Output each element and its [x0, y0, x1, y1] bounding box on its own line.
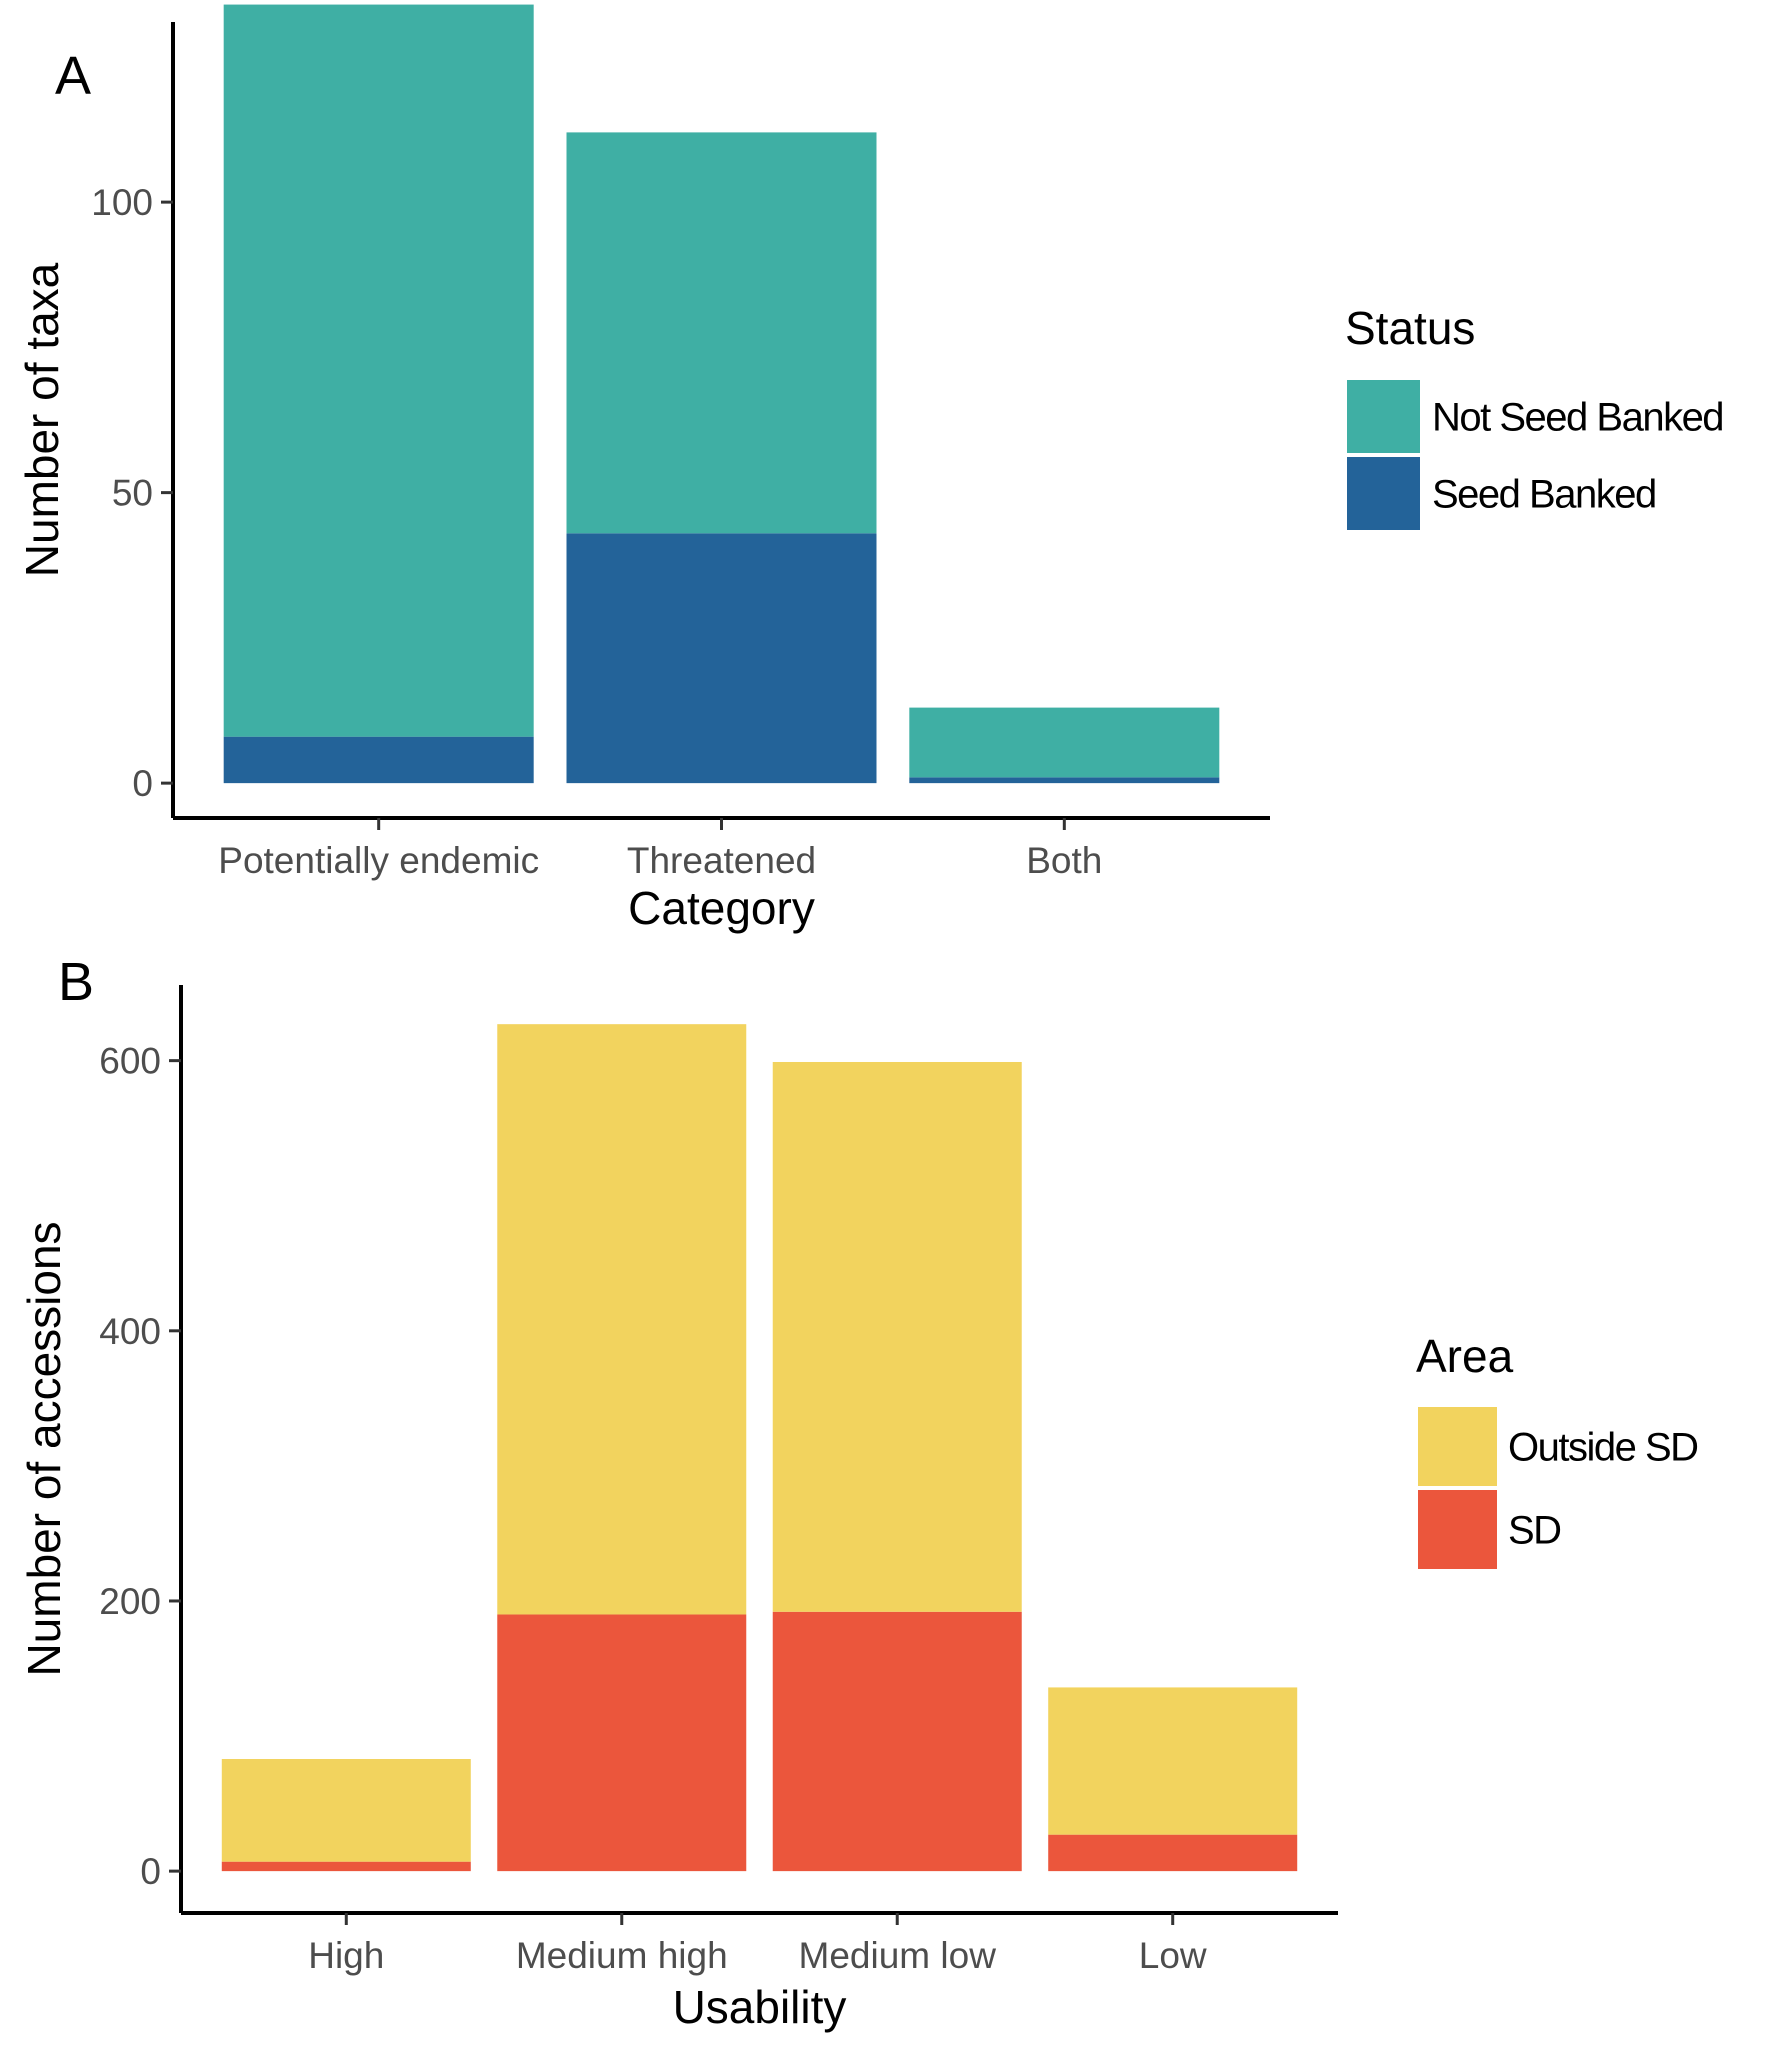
panel-b-letter: B — [58, 952, 94, 1012]
panel-a-y-axis-title: Number of taxa — [16, 262, 68, 577]
panel-a-legend-label-not-seed-banked: Not Seed Banked — [1432, 396, 1723, 440]
panel-b-x-tick-label-medium-low: Medium low — [799, 1935, 997, 1976]
panel-b-bar-medium-low-sd — [772, 1611, 1022, 1872]
panel-a-legend-title: Status — [1345, 302, 1475, 354]
panel-b-bar-high-sd — [221, 1861, 471, 1872]
panel-a-letter: A — [55, 46, 91, 106]
panel-b-legend-title: Area — [1416, 1330, 1514, 1382]
panel-b-y-tick-label-200: 200 — [99, 1581, 161, 1622]
panel-b-bar-high-outside-sd — [221, 1759, 471, 1862]
panel-b-bar-low-sd — [1048, 1834, 1298, 1872]
panel-a-y-tick-label-50: 50 — [112, 473, 153, 514]
panel-b-legend-label-sd: SD — [1508, 1509, 1561, 1553]
panel-a-bar-potentially-endemic-seed-banked — [223, 736, 534, 784]
panel-a-legend-swatch-not-seed-banked — [1347, 380, 1420, 453]
panel-a-bar-threatened-seed-banked — [566, 533, 877, 784]
panel-b-y-tick-label-400: 400 — [99, 1311, 161, 1352]
panel-a-legend-swatch-seed-banked — [1347, 457, 1420, 530]
panel-b-y-tick-label-0: 0 — [140, 1851, 161, 1892]
panel-a-x-tick-label-threatened: Threatened — [627, 840, 816, 881]
panel-b-chart: B 0 200 400 600 High Medium high Medium low Low U… — [18, 952, 1699, 2033]
panel-a-chart: A 0 50 100 Potentially endemic Threatened Both… — [16, 4, 1725, 934]
panel-a-legend: Status Not Seed Banked Seed Banked — [1345, 302, 1725, 530]
panel-b-y-axis-title: Number of accessions — [18, 1221, 70, 1676]
panel-b-bar-medium-low-outside-sd — [772, 1061, 1022, 1612]
panel-b-bar-medium-high-sd — [497, 1614, 747, 1872]
panel-a-x-axis-title: Category — [628, 882, 815, 934]
panel-a-x-tick-label-both: Both — [1026, 840, 1102, 881]
panel-a-y-tick-label-0: 0 — [132, 763, 153, 804]
panel-b-x-tick-label-low: Low — [1139, 1935, 1207, 1976]
panel-b-legend-swatch-outside-sd — [1418, 1407, 1497, 1486]
panel-b-x-tick-label-high: High — [308, 1935, 384, 1976]
panel-b-y-tick-label-600: 600 — [99, 1041, 161, 1082]
panel-b-x-tick-label-medium-high: Medium high — [516, 1935, 728, 1976]
panel-a-bar-potentially-endemic-not-seed-banked — [223, 4, 534, 737]
panel-a-legend-label-seed-banked: Seed Banked — [1432, 473, 1656, 517]
panel-a-y-tick-label-100: 100 — [91, 182, 153, 223]
panel-b-legend-swatch-sd — [1418, 1490, 1497, 1569]
panel-a-bar-both-not-seed-banked — [909, 707, 1220, 778]
panel-a-bar-threatened-not-seed-banked — [566, 132, 877, 534]
panel-a-bar-both-seed-banked — [909, 777, 1220, 784]
panel-b-x-axis-title: Usability — [673, 1981, 847, 2033]
panel-b-legend: Area Outside SD SD — [1416, 1330, 1699, 1569]
panel-b-legend-label-outside-sd: Outside SD — [1508, 1426, 1698, 1470]
panel-a-x-tick-label-potentially-endemic: Potentially endemic — [218, 840, 539, 881]
panel-b-bar-low-outside-sd — [1048, 1687, 1298, 1835]
panel-b-bar-medium-high-outside-sd — [497, 1024, 747, 1615]
